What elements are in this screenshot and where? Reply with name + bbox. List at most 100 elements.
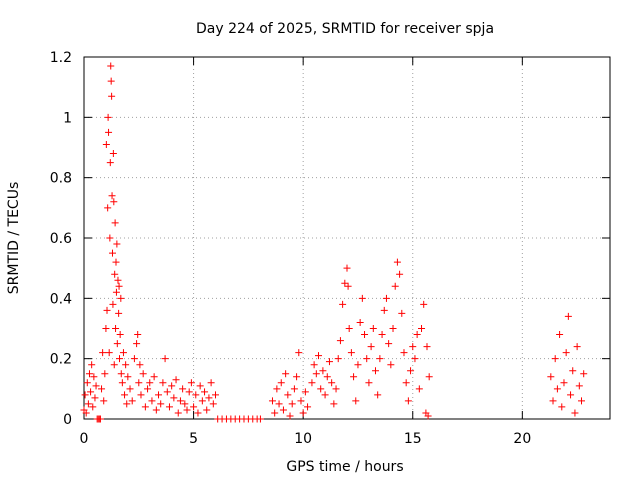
y-axis-ticks: 0 0.2 0.4 0.6 0.8 1 1.2 [50, 50, 610, 428]
data-point [345, 325, 353, 332]
data-point [380, 306, 388, 314]
data-point [301, 388, 309, 396]
data-point [107, 77, 115, 85]
data-point [105, 349, 113, 357]
data-point [159, 379, 167, 387]
data-point [181, 400, 189, 408]
data-point [98, 385, 106, 393]
data-point [176, 397, 184, 405]
data-point [92, 382, 100, 390]
data-point [168, 382, 176, 390]
data-point [558, 403, 566, 411]
data-point [393, 258, 401, 266]
data-point [286, 412, 294, 420]
data-point [549, 397, 557, 405]
data-point [385, 340, 393, 348]
data-point [170, 394, 178, 402]
data-point [308, 379, 316, 387]
data-point [87, 388, 95, 396]
data-point [387, 361, 395, 369]
data-point [203, 406, 211, 414]
data-point [273, 385, 281, 393]
data-point [104, 113, 112, 121]
y-axis-label: SRMTID / TECUs [6, 182, 22, 295]
data-point [343, 264, 351, 272]
data-point [146, 379, 154, 387]
x-axis-ticks: 0 5 10 15 20 [80, 57, 531, 447]
data-point [133, 340, 141, 348]
data-point [99, 349, 107, 357]
data-point [110, 198, 118, 206]
data-point [339, 300, 347, 308]
data-point [112, 288, 120, 296]
data-point [107, 62, 115, 70]
data-point [332, 385, 340, 393]
x-tick-label: 10 [294, 431, 312, 447]
data-point [161, 355, 169, 363]
data-point [90, 373, 98, 381]
y-tick-label: 0.2 [50, 352, 72, 368]
data-point [374, 391, 382, 399]
data-point [152, 406, 160, 414]
y-tick-label: 0.8 [50, 171, 72, 187]
data-point [424, 412, 432, 420]
data-point [391, 282, 399, 290]
data-point [192, 391, 200, 399]
data-point [323, 373, 331, 381]
data-point [209, 400, 217, 408]
data-point [81, 391, 89, 399]
data-point [553, 385, 561, 393]
data-point [124, 373, 132, 381]
data-point [106, 234, 114, 242]
data-point [187, 379, 195, 387]
data-point [96, 415, 104, 423]
data-point [135, 379, 143, 387]
data-point [100, 397, 108, 405]
data-point [194, 409, 202, 417]
data-point [165, 403, 173, 411]
data-point [82, 409, 90, 417]
data-point [573, 343, 581, 351]
data-point [179, 385, 187, 393]
data-point [299, 409, 307, 417]
data-point [398, 309, 406, 317]
data-point [115, 282, 123, 290]
data-point [321, 391, 329, 399]
data-point [578, 397, 586, 405]
data-point [352, 397, 360, 405]
data-point [83, 379, 91, 387]
data-point [293, 373, 301, 381]
data-point [319, 367, 327, 375]
data-point [119, 349, 127, 357]
data-point [369, 325, 377, 332]
data-point [104, 204, 112, 212]
data-point [136, 361, 144, 369]
data-point [328, 379, 336, 387]
data-point [172, 376, 180, 384]
data-point [279, 406, 287, 414]
data-point [108, 192, 116, 200]
data-point [411, 355, 419, 363]
data-point [376, 355, 384, 363]
data-point [288, 400, 296, 408]
grid-lines [84, 57, 610, 419]
data-point [101, 370, 109, 378]
data-point [295, 349, 303, 357]
data-point [103, 306, 111, 314]
data-point [112, 258, 120, 266]
data-point [196, 382, 204, 390]
data-point [344, 282, 352, 290]
data-point [275, 400, 283, 408]
data-point [128, 397, 136, 405]
data-point [141, 403, 149, 411]
data-point [350, 373, 358, 381]
data-point [330, 400, 338, 408]
data-point [347, 349, 355, 357]
data-point [144, 385, 152, 393]
data-point [282, 370, 290, 378]
data-point [115, 309, 123, 317]
data-point [102, 140, 110, 148]
data-point [91, 394, 99, 402]
y-tick-label: 0 [63, 412, 72, 428]
